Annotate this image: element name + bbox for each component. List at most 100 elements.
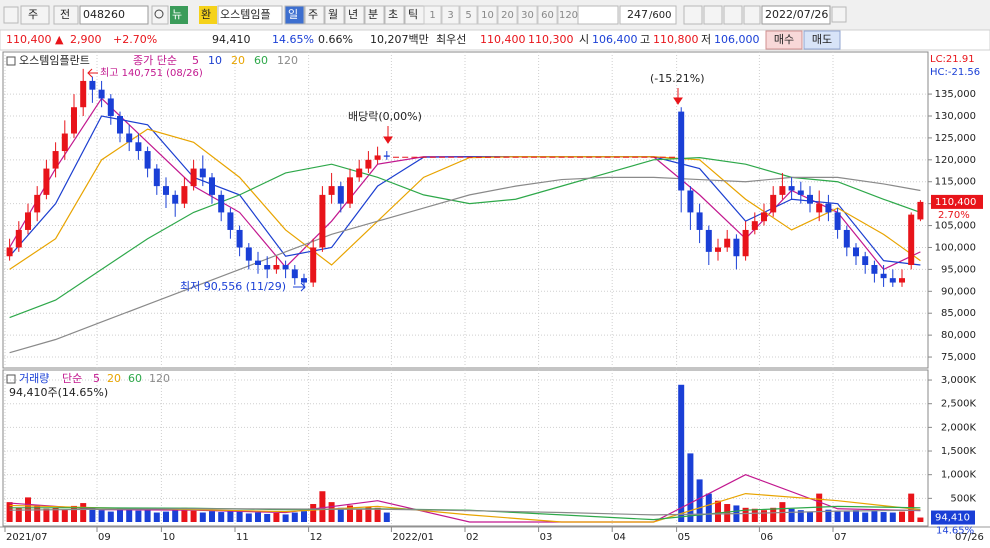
candle-body [880,273,887,279]
count-input[interactable] [619,5,677,25]
moving-average [9,157,921,319]
candle-body [770,194,777,213]
interval-label: 1 [429,10,435,21]
buy-label: 매수 [774,33,794,46]
period-button[interactable] [384,5,405,25]
volume-bar [889,512,896,522]
period-button[interactable] [284,5,305,25]
y-tick-label: 135,000 [935,89,976,100]
candle-body [25,212,31,230]
menu-button[interactable] [3,6,19,24]
news-button[interactable] [170,6,188,24]
candle-body [117,115,123,134]
interval-button[interactable] [477,5,498,25]
interval-button[interactable] [423,5,442,25]
candle-body [678,111,685,191]
exchange-button[interactable] [199,6,217,24]
period-button[interactable] [344,5,365,25]
period-button[interactable] [324,5,345,25]
unit-select[interactable] [20,5,50,25]
interval-button[interactable] [459,5,478,25]
blank-input[interactable] [577,5,619,25]
x-tick-label: 02 [466,532,479,543]
interval-label: 20 [501,10,514,21]
volume-bar [135,510,142,522]
legend-entry: 60 [254,54,268,67]
candle-body [43,168,50,195]
save-button[interactable] [723,5,743,25]
candle-body [595,156,602,158]
candle-body [209,177,215,195]
min-arrow [293,282,306,292]
x-tick-label: 07 [834,532,847,543]
period-button[interactable] [304,5,325,25]
candle-body [126,133,133,143]
candle-body [429,156,436,158]
volume-bar [862,512,869,522]
code-input[interactable] [79,5,149,25]
volume-bar [365,506,372,522]
legend-prefix: 종가 단순 [133,54,177,67]
interval-label: 3 [447,10,453,21]
interval-button[interactable] [537,5,558,25]
volume-bar [825,509,832,522]
best-label: 최우선 [436,33,466,46]
drop-annotation: (-15.21%) [650,72,705,85]
volume-subtitle: 94,410주(14.65%) [9,386,108,399]
tool-button[interactable] [683,5,703,25]
candle-body [411,156,418,158]
y-tick-label: 95,000 [941,264,976,275]
volume-bar [282,514,289,522]
candle-body [328,186,335,195]
candle-body [899,278,905,283]
candle-body [623,156,629,158]
candle-body [107,98,114,116]
candle-body [742,229,749,257]
date-input[interactable] [761,5,831,25]
interval-button[interactable] [441,5,460,25]
x-tick-label: 09 [98,532,111,543]
volume-bar [34,505,41,522]
candle-body [586,156,593,158]
interval-label: 30 [521,10,534,21]
candle-body [862,256,869,266]
info-bar [0,29,990,51]
sell-button[interactable] [803,30,841,50]
settings-button[interactable] [743,5,761,25]
low-label: 저 [701,33,711,46]
candle-body [797,190,804,195]
calendar-button[interactable] [831,6,847,23]
volume-bar [255,512,261,522]
candle-body [475,156,482,158]
candle-body [163,186,169,195]
legend-entry: 120 [277,54,298,67]
volume-bar [172,509,179,522]
search-icon [154,9,164,19]
search-button[interactable] [151,5,169,25]
y-tick-label: 85,000 [941,308,976,319]
candle-body [356,168,363,178]
volume-bar [15,507,22,522]
legend-icon [6,56,16,66]
candle-body [61,133,68,152]
tool-button[interactable] [703,5,723,25]
prev-select[interactable] [53,5,79,25]
exchange-label: 환 [201,8,211,21]
candle-body [172,194,179,204]
candle-body [632,156,639,158]
candle-body [52,151,59,169]
chart-title: 오스템임플란트 [19,54,90,67]
period-button[interactable] [364,5,385,25]
legend-entry: 20 [231,54,245,67]
interval-button[interactable] [497,5,518,25]
interval-button[interactable] [517,5,538,25]
buy-button[interactable] [765,30,803,50]
period-label: 틱 [408,8,418,21]
volume-bar [337,507,344,522]
candle-body [733,238,740,257]
volume-bar [153,512,160,522]
candle-body [15,229,22,248]
unit-label: 주 [28,8,38,21]
volume-bar [264,513,271,522]
candle-body [190,168,197,187]
